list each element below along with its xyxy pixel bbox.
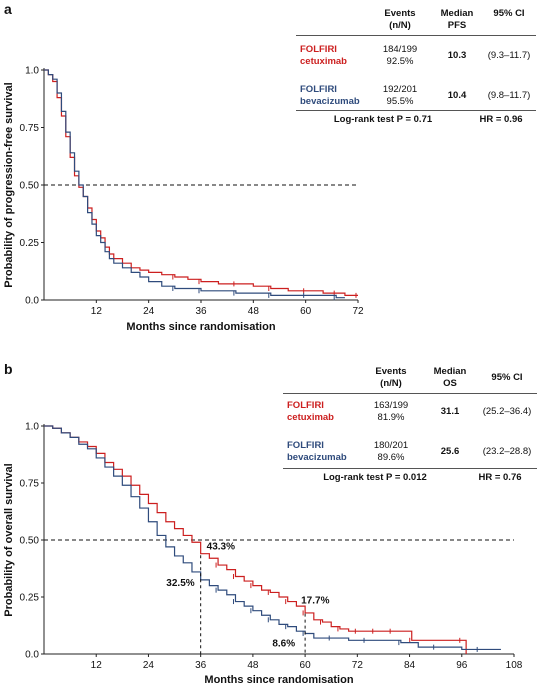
hazard-ratio: HR = 0.96: [479, 114, 523, 125]
hazard-ratio: HR = 0.76: [478, 472, 522, 483]
y-tick-label: 0.75: [20, 479, 40, 490]
ci-cetuximab: (25.2–36.4): [482, 406, 532, 417]
landmark-label: 32.5%: [166, 578, 194, 589]
x-tick-label: 60: [300, 306, 312, 317]
header-events: Events (n/N): [375, 366, 407, 389]
events-bevacizumab: 192/201 95.5%: [382, 84, 418, 107]
median-bevacizumab: 25.6: [440, 446, 460, 457]
median-cetuximab: 10.3: [447, 50, 467, 61]
x-tick-label: 48: [247, 660, 259, 671]
logrank-text: Log-rank test P = 0.71: [333, 114, 433, 125]
table-rule: [283, 468, 537, 469]
y-tick-label: 0.75: [20, 123, 40, 134]
x-tick-label: 48: [248, 306, 260, 317]
y-tick-label: 0.50: [20, 536, 40, 547]
header-ci: 95% CI: [491, 372, 523, 383]
table-rule: [283, 393, 537, 394]
x-tick-label: 60: [300, 660, 312, 671]
header-median: Median OS: [433, 366, 467, 389]
x-tick-label: 12: [91, 306, 103, 317]
pfs-summary-table: Events (n/N) Median PFS 95% CI FOLFIRI c…: [296, 6, 536, 130]
arm-bevacizumab: FOLFIRI bevacizumab: [287, 440, 347, 463]
os-plot: 0.0 0.25 0.50 0.75 1.0 12 24 36 48 60 72 84 96 108 Mon…: [3, 422, 523, 685]
x-tick-label: 96: [456, 660, 468, 671]
x-tick-label: 24: [143, 660, 155, 671]
pfs-plot: 0.0 0.25 0.50 0.75 1.0 12 24 36 48 60 72 Months sin…: [3, 66, 364, 334]
landmark-label: 17.7%: [301, 596, 329, 607]
events-cetuximab: 184/199 92.5%: [382, 44, 418, 67]
header-events: Events (n/N): [384, 8, 416, 31]
y-tick-label: 1.0: [25, 66, 39, 77]
landmark-label: 8.6%: [272, 638, 295, 649]
panel-label-a: a: [4, 1, 12, 17]
y-tick-label: 0.25: [20, 238, 40, 249]
series-bevacizumab: [44, 69, 345, 299]
ci-bevacizumab: (9.8–11.7): [487, 90, 531, 101]
x-axis-label: Months since randomisation: [126, 321, 275, 333]
arm-cetuximab: FOLFIRI cetuximab: [287, 400, 334, 423]
x-tick-label: 72: [352, 660, 364, 671]
x-tick-label: 36: [195, 660, 207, 671]
logrank-text: Log-rank test P = 0.012: [323, 472, 427, 483]
arm-cetuximab: FOLFIRI cetuximab: [300, 44, 347, 67]
x-tick-label: 108: [506, 660, 523, 671]
table-rule: [296, 110, 536, 111]
y-axis-label: Probability of overall survival: [3, 463, 15, 616]
header-ci: 95% CI: [493, 8, 525, 19]
os-summary-table: Events (n/N) Median OS 95% CI FOLFIRI ce…: [283, 364, 537, 488]
x-tick-label: 24: [143, 306, 155, 317]
y-tick-label: 0.0: [25, 296, 39, 307]
header-median: Median PFS: [440, 8, 474, 31]
table-rule: [296, 35, 536, 36]
median-bevacizumab: 10.4: [447, 90, 467, 101]
events-bevacizumab: 180/201 89.6%: [373, 440, 409, 463]
ci-cetuximab: (9.3–11.7): [487, 50, 531, 61]
x-tick-label: 72: [352, 306, 364, 317]
y-tick-label: 0.0: [25, 650, 39, 661]
x-tick-label: 84: [404, 660, 416, 671]
x-tick-label: 36: [195, 306, 207, 317]
ci-bevacizumab: (23.2–28.8): [482, 446, 532, 457]
series-bevacizumab: [44, 425, 501, 651]
y-tick-label: 1.0: [25, 422, 39, 433]
x-axis-label: Months since randomisation: [204, 674, 353, 685]
y-axis-label: Probability of progression-free survival: [3, 82, 15, 287]
panel-label-b: b: [4, 361, 13, 377]
y-tick-label: 0.50: [20, 181, 40, 192]
median-cetuximab: 31.1: [440, 406, 460, 417]
events-cetuximab: 163/199 81.9%: [373, 400, 409, 423]
arm-bevacizumab: FOLFIRI bevacizumab: [300, 84, 360, 107]
x-tick-label: 12: [91, 660, 103, 671]
y-tick-label: 0.25: [20, 593, 40, 604]
landmark-label: 43.3%: [207, 541, 235, 552]
